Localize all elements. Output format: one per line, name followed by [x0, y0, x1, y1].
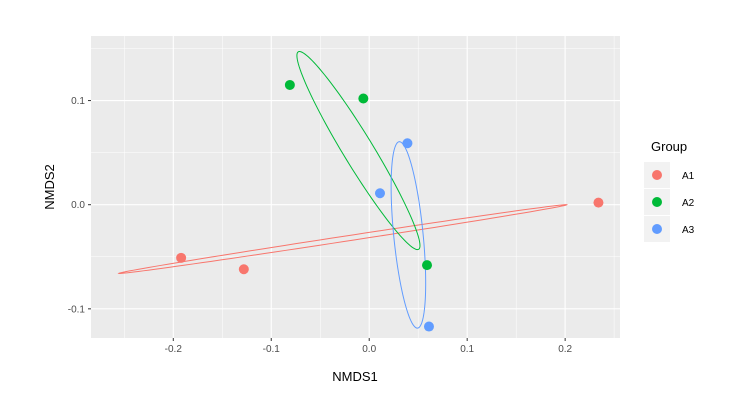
point-a2 — [358, 93, 369, 104]
data-layer — [117, 51, 604, 332]
point-a1 — [593, 197, 604, 208]
ellipse-a2 — [296, 51, 421, 251]
plot-panel — [91, 36, 620, 338]
y-tick-label: -0.1 — [68, 304, 86, 315]
panel-background — [91, 36, 620, 338]
axes-layer: -0.2 -0.1 0.0 0.1 0.2 -0.1 0.0 0.1 — [68, 96, 573, 355]
legend-keys: A1 A2 A3 — [644, 162, 695, 242]
y-tick-label: 0.1 — [71, 96, 85, 107]
point-a3 — [374, 188, 385, 199]
point-a3 — [402, 138, 413, 149]
y-axis-title: NMDS2 — [42, 164, 57, 210]
ellipse-a3 — [390, 141, 427, 329]
x-axis-title: NMDS1 — [332, 369, 378, 384]
point-a3 — [423, 321, 434, 332]
point-a1 — [238, 264, 249, 275]
legend-key-a3 — [652, 224, 662, 234]
x-tick-label: 0.2 — [558, 344, 572, 355]
point-a2 — [284, 79, 295, 90]
x-tick-label: -0.2 — [165, 344, 183, 355]
x-tick-label: -0.1 — [263, 344, 281, 355]
x-tick-label: 0.1 — [460, 344, 474, 355]
legend-key-a1 — [652, 170, 662, 180]
y-tick-label: 0.0 — [71, 200, 85, 211]
point-a2 — [422, 260, 433, 271]
x-tick-label: 0.0 — [362, 344, 376, 355]
ellipse-a1 — [117, 204, 568, 274]
legend: Group A1 A2 A3 — [644, 139, 695, 242]
legend-key-a2 — [652, 197, 662, 207]
legend-title: Group — [651, 139, 687, 154]
legend-label-a2: A2 — [682, 198, 695, 209]
legend-label-a1: A1 — [682, 171, 695, 182]
legend-label-a3: A3 — [682, 225, 695, 236]
point-a1 — [176, 252, 187, 263]
